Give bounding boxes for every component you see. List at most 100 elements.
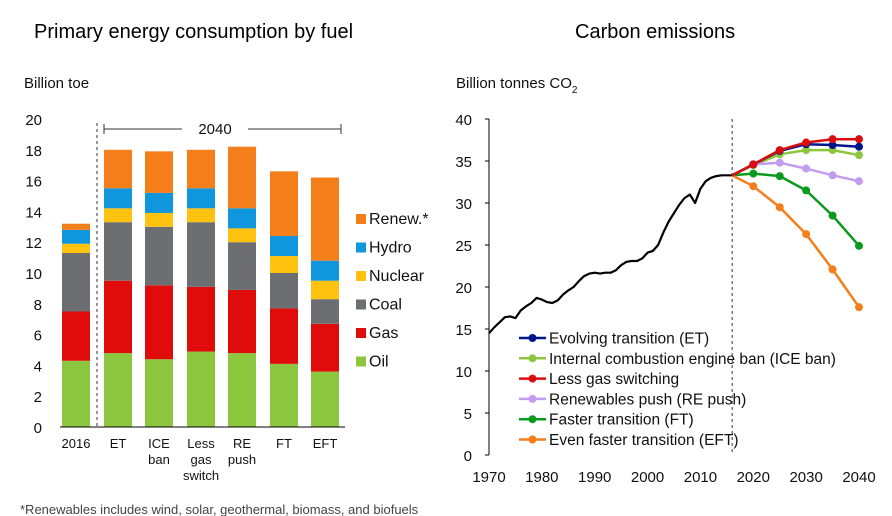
series-point [775,158,784,167]
bar-segment [270,236,298,257]
legend-marker [528,334,537,342]
bar-segment [187,149,215,189]
bar-segment [62,223,90,230]
series-point [828,135,837,144]
x-category-label: Less [187,436,215,451]
series-point [775,203,784,212]
legend-label: Less gas switching [549,371,679,388]
bar-segment [311,280,339,300]
bar-segment [270,171,298,237]
bar-segment [104,222,132,281]
legend-marker [528,435,537,444]
x-category-label: FT [276,436,292,451]
bar-segment [62,311,90,361]
right-x-tick-label: 1980 [525,469,558,486]
series-point [802,138,811,147]
bar-segment [187,351,215,427]
series-point [775,172,784,181]
bar-segment [145,285,173,360]
x-category-label: push [228,452,256,467]
bar-segment [187,286,215,352]
series-point [855,142,863,151]
history-line [488,174,733,334]
footnote: *Renewables includes wind, solar, geothe… [20,502,419,516]
bar-segment [311,371,339,427]
bar-segment [228,353,256,427]
right-y-tick-label: 5 [464,406,472,423]
legend-label: Renew.* [369,211,429,228]
bar-segment [270,256,298,273]
left-y-tick-label: 18 [25,143,42,160]
x-category-label: gas [191,452,212,467]
bar-segment [228,242,256,290]
x-category-label: EFT [313,436,338,451]
legend-label: Coal [369,297,402,314]
left-y-tick-label: 0 [34,420,42,437]
legend-swatch [356,242,366,253]
bar-segment [270,308,298,364]
series-line [731,174,861,308]
legend-marker [528,415,537,424]
bar-segment [270,273,298,309]
left-y-axis-label: Billion toe [24,75,89,92]
bar-segment [311,260,339,281]
bar-segment [311,177,339,261]
right-y-tick-label: 25 [455,238,472,255]
right-y-tick-label: 20 [455,280,472,297]
series-point [855,177,863,186]
right-x-tick-label: 2010 [684,469,717,486]
right-x-tick-label: 1970 [472,469,505,486]
series-point [855,303,863,312]
series-point [802,146,811,155]
bar-segment [145,226,173,286]
left-y-tick-label: 12 [25,235,42,252]
legend-label: Hydro [369,240,412,257]
bar-segment [311,299,339,324]
legend-swatch [356,299,366,310]
left-y-tick-label: 4 [34,358,42,375]
right-y-tick-label: 40 [455,112,472,129]
x-category-label: switch [183,468,219,483]
legend-label: Gas [369,325,398,342]
bar-segment [104,353,132,427]
legend-label: Oil [369,354,389,371]
bar-segment [187,208,215,223]
left-y-tick-label: 14 [25,204,42,221]
bar-segment [62,243,90,253]
bar-segment [104,188,132,209]
bar-segment [311,323,339,372]
right-chart-title: Carbon emissions [575,21,735,43]
legend-label: Nuclear [369,268,425,285]
legend-swatch [356,328,366,338]
right-x-tick-label: 2000 [631,469,664,486]
legend-marker [528,394,537,403]
left-y-tick-label: 20 [25,112,42,129]
series-point [749,169,758,178]
bar-segment [145,212,173,227]
legend-swatch [356,356,366,367]
legend-label: Renewables push (RE push) [549,391,746,408]
right-y-tick-label: 35 [455,154,472,171]
bar-segment [104,149,132,189]
left-y-tick-label: 2 [34,389,42,406]
legend-marker [528,354,537,363]
right-line-chart: 0 5 10 15 20 25 30 35 40 1970 1980 1990 2000 2010 2020… [455,112,875,486]
x-category-label: ban [148,452,170,467]
bar-segment [187,222,215,287]
series-point [802,164,811,173]
legend-label: Evolving transition (ET) [549,331,709,348]
bar-segment [145,359,173,427]
legend-marker [528,374,537,383]
right-x-tick-label: 2030 [789,469,822,486]
bar-segment [104,280,132,354]
x-category-label: RE [233,436,251,451]
series-point [749,182,758,191]
right-x-tick-label: 2040 [842,469,875,486]
left-y-tick-label: 16 [25,174,42,191]
right-y-axis-label: Billion tonnes CO2 [456,75,578,96]
bar-segment [62,360,90,427]
x-category-label: 2016 [62,436,91,451]
series-point [855,151,863,160]
